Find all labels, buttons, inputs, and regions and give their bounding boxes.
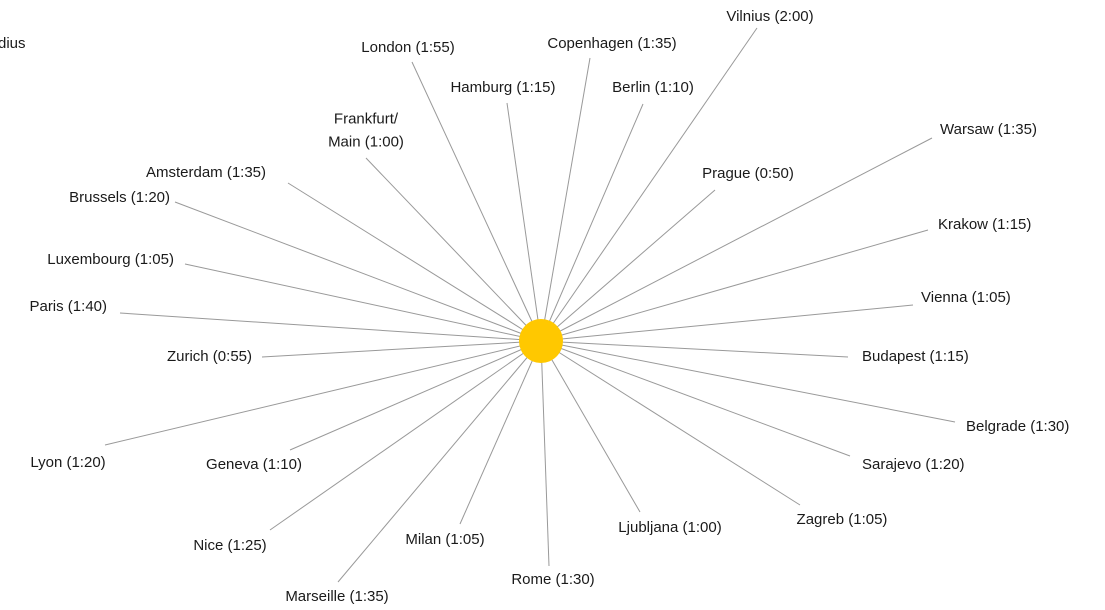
spoke bbox=[540, 137, 933, 342]
spoke bbox=[540, 189, 716, 342]
spoke bbox=[540, 27, 758, 342]
city-label: Krakow (1:15) bbox=[938, 216, 1031, 233]
spoke bbox=[269, 340, 542, 531]
city-label: Zurich (0:55) bbox=[167, 348, 252, 365]
spoke bbox=[184, 263, 542, 342]
spoke bbox=[506, 102, 542, 342]
spoke bbox=[540, 340, 550, 567]
labels: Vilnius (2:00) Copenhagen (1:35) London (1… bbox=[29, 8, 1069, 605]
city-label: Ljubljana (1:00) bbox=[618, 519, 721, 536]
city-label: Copenhagen (1:35) bbox=[547, 35, 676, 52]
city-label: Zagreb (1:05) bbox=[797, 511, 888, 528]
spoke bbox=[540, 229, 929, 342]
spoke bbox=[365, 157, 542, 342]
spoke bbox=[411, 61, 542, 342]
city-label: Warsaw (1:35) bbox=[940, 121, 1037, 138]
city-label: Marseille (1:35) bbox=[285, 588, 388, 605]
city-label: Frankfurt/Main (1:00) bbox=[328, 110, 404, 150]
city-label: Luxembourg (1:05) bbox=[47, 251, 174, 268]
city-label: Prague (0:50) bbox=[702, 165, 794, 182]
city-label: Nice (1:25) bbox=[193, 537, 266, 554]
city-label: Hamburg (1:15) bbox=[450, 79, 555, 96]
city-label: Vienna (1:05) bbox=[921, 289, 1011, 306]
spoke bbox=[540, 340, 956, 423]
city-label: Sarajevo (1:20) bbox=[862, 456, 965, 473]
spoke bbox=[540, 340, 851, 457]
spoke bbox=[261, 340, 542, 358]
city-label: Rome (1:30) bbox=[511, 571, 594, 588]
spoke bbox=[540, 340, 849, 358]
city-label: Paris (1:40) bbox=[29, 298, 107, 315]
hub bbox=[519, 319, 563, 363]
spokes bbox=[104, 27, 956, 583]
city-label: London (1:55) bbox=[361, 39, 454, 56]
spoke bbox=[287, 182, 542, 342]
city-label: Budapest (1:15) bbox=[862, 348, 969, 365]
city-label: Belgrade (1:30) bbox=[966, 418, 1069, 435]
city-label: Geneva (1:10) bbox=[206, 456, 302, 473]
spoke bbox=[540, 57, 591, 342]
spoke bbox=[104, 340, 542, 446]
spoke bbox=[540, 103, 644, 342]
city-label: Brussels (1:20) bbox=[69, 189, 170, 206]
city-label: Vilnius (2:00) bbox=[726, 8, 813, 25]
spoke bbox=[337, 340, 542, 583]
spoke bbox=[174, 201, 542, 342]
spoke bbox=[540, 340, 641, 513]
spoke bbox=[119, 312, 542, 342]
spoke bbox=[459, 340, 542, 525]
spoke bbox=[289, 340, 542, 451]
caption: dius bbox=[0, 35, 26, 52]
city-label: Lyon (1:20) bbox=[30, 454, 105, 471]
spoke bbox=[540, 340, 801, 506]
city-label: Berlin (1:10) bbox=[612, 79, 694, 96]
city-label: Milan (1:05) bbox=[405, 531, 484, 548]
spoke bbox=[540, 304, 914, 342]
city-label: Amsterdam (1:35) bbox=[146, 164, 266, 181]
